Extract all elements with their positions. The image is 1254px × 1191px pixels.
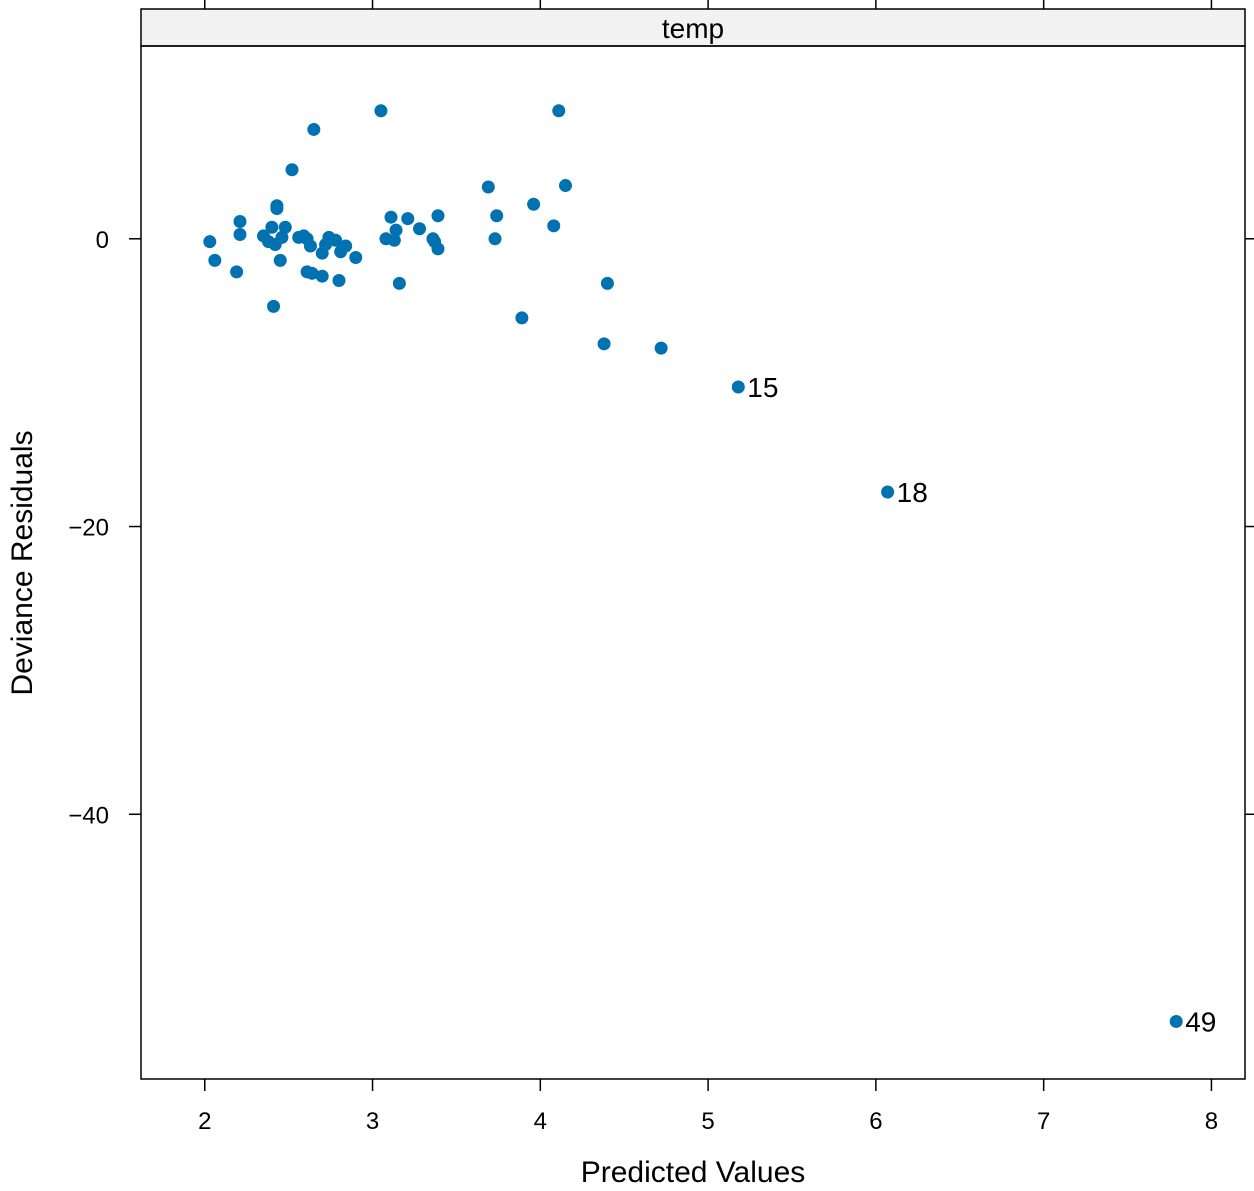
data-point	[233, 215, 247, 229]
data-point	[275, 230, 289, 244]
data-point	[265, 220, 279, 234]
data-point	[270, 199, 284, 213]
data-point	[230, 265, 244, 279]
y-axis-ticks: 0 −20 −40	[68, 227, 1254, 829]
data-point	[401, 212, 415, 226]
y-axis-title: Deviance Residuals	[6, 430, 39, 695]
point-label: 18	[897, 477, 928, 508]
data-point	[387, 233, 401, 247]
data-point	[881, 485, 895, 499]
data-point	[315, 269, 329, 283]
data-point	[208, 253, 222, 267]
data-point	[305, 266, 319, 280]
x-axis-title: Predicted Values	[581, 1156, 806, 1189]
data-point	[552, 104, 566, 118]
data-point	[267, 299, 281, 313]
x-tick-label: 6	[869, 1108, 882, 1135]
y-tick-label: −20	[68, 515, 109, 542]
data-points: 15 18 49	[203, 104, 1216, 1037]
data-point	[527, 197, 541, 211]
point-label: 15	[747, 372, 778, 403]
point-label: 49	[1185, 1006, 1216, 1037]
data-point	[431, 242, 445, 256]
data-point	[654, 341, 668, 355]
data-point	[481, 180, 495, 194]
data-point	[597, 337, 611, 351]
x-tick-label: 4	[534, 1108, 547, 1135]
data-point	[233, 227, 247, 241]
data-point	[285, 163, 299, 177]
data-point	[413, 222, 427, 236]
x-tick-label: 8	[1205, 1108, 1218, 1135]
data-point	[558, 179, 572, 193]
top-axis-ticks	[204, 0, 1213, 9]
data-point	[374, 104, 388, 118]
data-point	[273, 253, 287, 267]
x-tick-label: 3	[366, 1108, 379, 1135]
data-point	[431, 209, 445, 223]
panel-strip-label: temp	[662, 13, 724, 44]
y-tick-label: 0	[96, 227, 109, 254]
data-point	[515, 311, 529, 325]
data-point	[339, 239, 353, 253]
data-point	[332, 274, 346, 288]
x-tick-label: 2	[198, 1108, 211, 1135]
data-point	[547, 219, 561, 233]
x-tick-label: 5	[701, 1108, 714, 1135]
data-point	[303, 239, 317, 253]
x-tick-label: 7	[1037, 1108, 1050, 1135]
data-point	[488, 232, 502, 246]
y-tick-label: −40	[68, 802, 109, 829]
data-point	[600, 276, 614, 290]
data-point	[392, 276, 406, 290]
data-point	[731, 380, 745, 394]
data-point	[349, 250, 363, 264]
data-point	[307, 122, 321, 136]
data-point	[389, 223, 403, 237]
plot-panel	[140, 45, 1246, 1080]
data-point	[278, 220, 292, 234]
data-point	[203, 235, 217, 249]
data-point	[384, 210, 398, 224]
x-axis-ticks: 2 3 4 5 6 7 8	[198, 1079, 1218, 1135]
data-point	[329, 233, 343, 247]
data-point	[1169, 1014, 1183, 1028]
data-point	[490, 209, 504, 223]
